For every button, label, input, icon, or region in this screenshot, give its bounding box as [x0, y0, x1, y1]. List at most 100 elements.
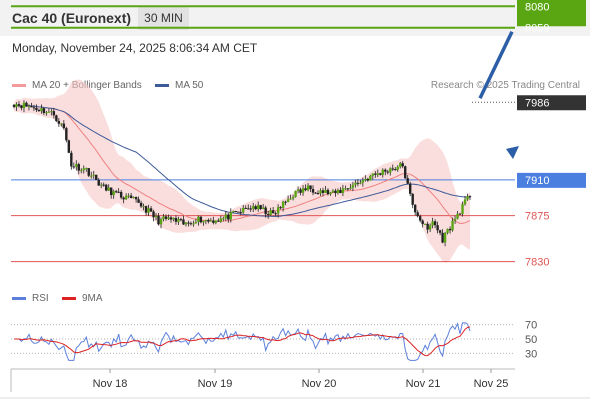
candle-body: [95, 174, 98, 181]
candle-body: [149, 208, 153, 212]
candle-body: [132, 196, 135, 199]
candle-body: [426, 223, 429, 230]
level-label: 8059: [525, 23, 549, 35]
candle-body: [124, 195, 128, 200]
candle-body: [271, 210, 275, 214]
candle-body: [413, 204, 417, 213]
timeframe-badge[interactable]: 30 MIN: [138, 7, 189, 30]
candle-body: [344, 188, 347, 190]
level-label: 8080: [525, 1, 549, 13]
candle-body: [80, 170, 83, 172]
candle-body: [242, 207, 245, 213]
candle-body: [309, 185, 312, 190]
candle-body: [423, 223, 427, 225]
legend-ma50-label: MA 50: [175, 80, 204, 91]
level-label: 7875: [525, 211, 549, 223]
candle-body: [438, 230, 442, 233]
rsi-swatch: [12, 296, 26, 300]
candle-body: [174, 217, 178, 222]
candle-body: [162, 216, 165, 220]
candle-body: [354, 182, 357, 185]
candle-body: [194, 221, 198, 224]
candle-body: [62, 123, 66, 129]
candle-body: [129, 195, 133, 199]
candle-body: [256, 205, 260, 210]
candle-body: [389, 168, 392, 173]
candle-body: [301, 188, 305, 193]
candle-body: [321, 190, 325, 193]
candle-body: [75, 164, 78, 167]
candle-body: [199, 216, 203, 223]
legend-9ma-label: 9MA: [82, 293, 103, 304]
candle-body: [60, 123, 63, 125]
candle-body: [371, 173, 375, 176]
candle-body: [134, 196, 138, 200]
candle-body: [154, 215, 158, 218]
candle-body: [37, 109, 41, 112]
candle-body: [117, 191, 120, 193]
candle-body: [97, 180, 100, 186]
candle-body: [104, 184, 108, 191]
candle-body: [361, 180, 365, 183]
candle-body: [261, 207, 265, 209]
candle-body: [356, 182, 360, 184]
level-box: [517, 95, 586, 111]
legend-rsi-label: RSI: [32, 293, 49, 304]
candle-body: [269, 210, 272, 215]
candle-body: [92, 174, 95, 176]
rsi-tick-label: 30: [525, 348, 537, 360]
candle-body: [35, 107, 38, 110]
candle-body: [296, 189, 300, 192]
candle-body: [294, 191, 297, 198]
candle-body: [458, 213, 462, 215]
candle-body: [281, 201, 285, 208]
candle-body: [349, 187, 352, 189]
candle-body: [346, 188, 350, 190]
candle-body: [70, 152, 73, 167]
candle-body: [224, 214, 228, 219]
candle-body: [319, 190, 322, 194]
candle-body: [57, 121, 61, 124]
bollinger-swatch: [12, 83, 26, 87]
candle-body: [421, 220, 424, 225]
candle-body: [431, 221, 434, 226]
candle-body: [209, 220, 213, 222]
timestamp: Monday, November 24, 2025 8:06:34 AM CET: [12, 41, 258, 55]
x-tick-label: Nov 19: [198, 378, 233, 390]
candle-body: [306, 185, 310, 191]
candle-body: [286, 199, 290, 202]
candle-body: [244, 207, 247, 209]
candle-body: [396, 166, 399, 170]
candle-body: [214, 220, 218, 223]
candle-body: [65, 128, 68, 141]
candle-body: [279, 207, 282, 209]
x-tick-label: Nov 25: [474, 378, 509, 390]
candle-body: [109, 187, 113, 196]
ma9-swatch: [62, 296, 76, 300]
candle-body: [451, 220, 454, 231]
candle-body: [252, 206, 255, 209]
candle-body: [406, 178, 409, 184]
candle-body: [55, 115, 58, 122]
legend-rsi: RSI: [12, 293, 49, 304]
candle-body: [384, 169, 387, 172]
candle-body: [87, 168, 90, 176]
candle-body: [119, 191, 123, 198]
candle-body: [324, 189, 327, 193]
candle-body: [266, 214, 270, 216]
candle-body: [289, 198, 292, 200]
instrument-title: Cac 40 (Euronext): [12, 10, 132, 26]
x-tick-label: Nov 20: [302, 378, 337, 390]
ma50-line: [13, 104, 471, 217]
candle-body: [30, 106, 33, 108]
candle-body: [428, 225, 432, 230]
candle-body: [443, 232, 447, 243]
candle-body: [52, 111, 56, 116]
candle-body: [159, 219, 163, 225]
candle-body: [463, 199, 467, 205]
candle-body: [436, 225, 439, 231]
candle-body: [15, 104, 18, 107]
candle-body: [314, 192, 317, 194]
candle-body: [197, 216, 200, 222]
